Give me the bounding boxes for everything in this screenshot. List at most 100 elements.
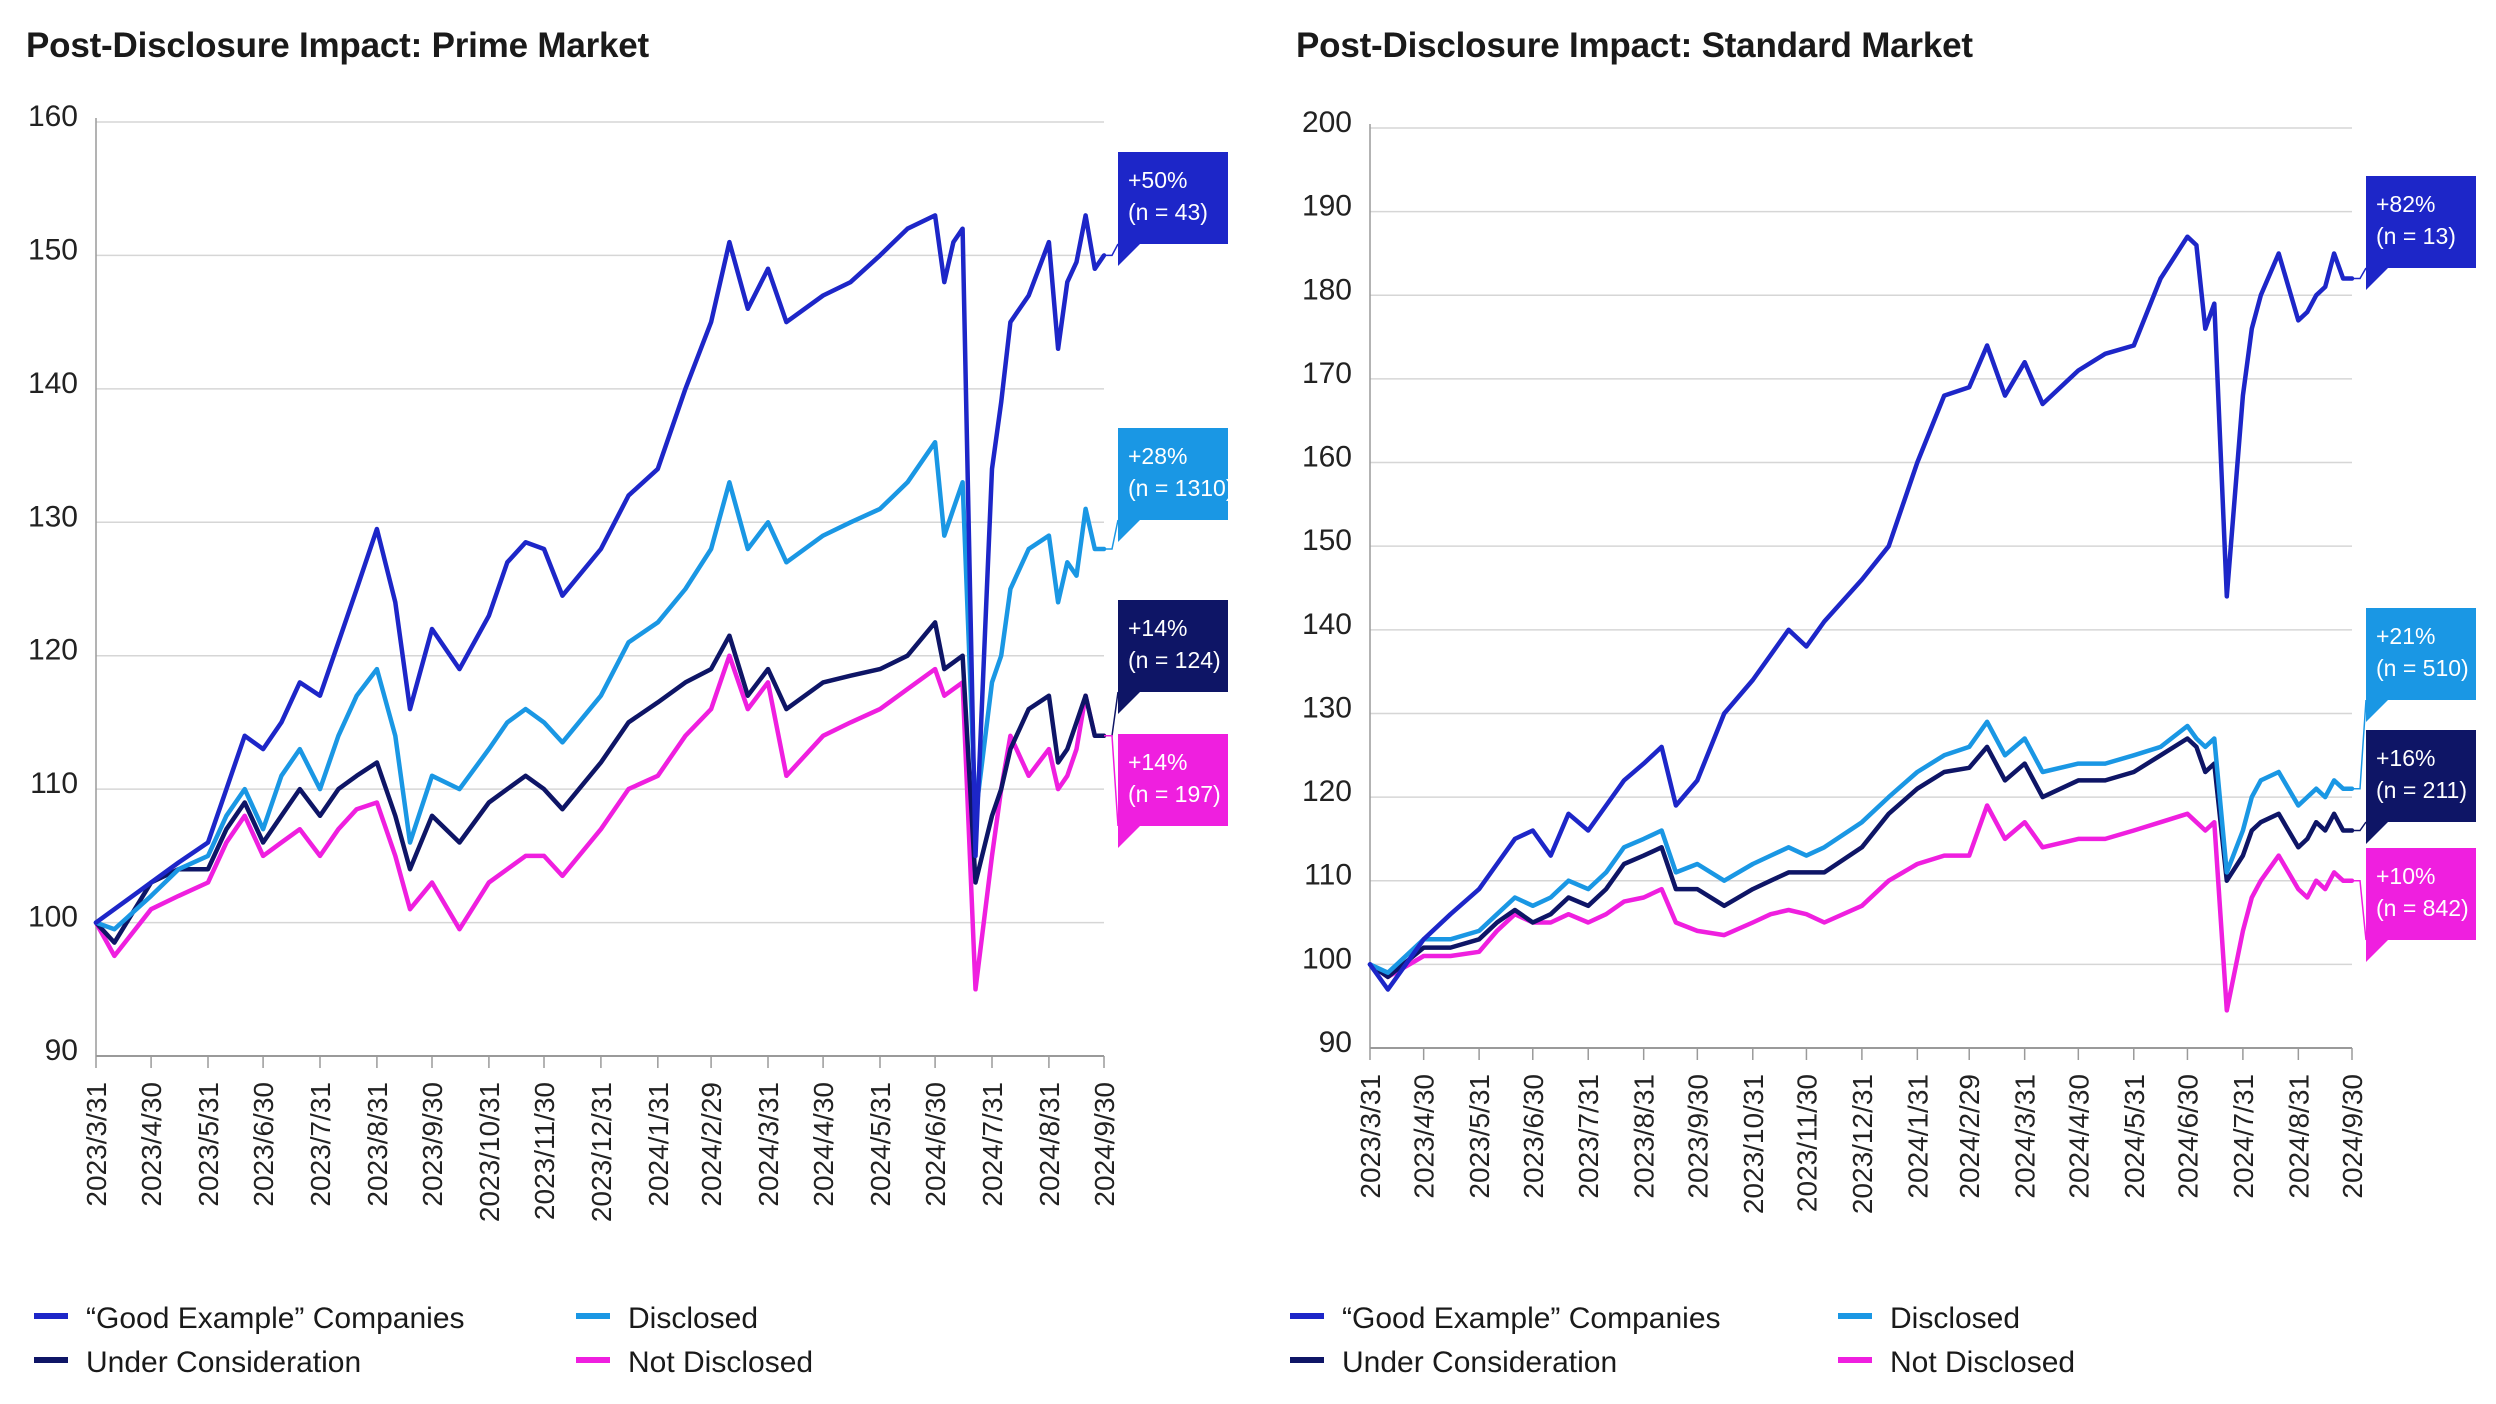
- label-leader: [2352, 267, 2367, 280]
- x-tick-label: 2023/9/30: [1682, 1074, 1713, 1199]
- y-tick-label: 130: [28, 500, 78, 533]
- prime-market-chart-panel: Post-Disclosure Impact: Prime Market 90 1…: [26, 26, 1234, 1382]
- x-tick-label: 2024/3/31: [753, 1082, 784, 1207]
- y-tick-label: 180: [1302, 273, 1352, 306]
- legend-swatch: [1838, 1313, 1872, 1320]
- series-line-not: [93, 653, 1107, 992]
- label-value: +14%: [1128, 615, 1187, 641]
- x-tick-label: 2024/8/31: [1034, 1082, 1065, 1207]
- series-end-label-good: +82% (n = 13): [2352, 176, 2476, 290]
- label-count: (n = 1310): [1128, 475, 1234, 501]
- series-line-not: [1367, 803, 2355, 1013]
- x-tick-label: 2023/11/30: [1791, 1074, 1822, 1212]
- label-box: [2366, 848, 2476, 962]
- legend-swatch: [1290, 1313, 1324, 1320]
- x-tick-label: 2023/7/31: [1573, 1074, 1604, 1199]
- series-line-good: [1367, 234, 2355, 992]
- label-box: [2366, 176, 2476, 290]
- x-tick-label: 2024/1/31: [643, 1082, 674, 1207]
- series-end-label-good: +50% (n = 43): [1104, 152, 1228, 266]
- x-tick-label: 2024/1/31: [1902, 1074, 1933, 1199]
- x-tick-label: 2023/4/30: [136, 1082, 167, 1207]
- series-end-label-disclosed: +28% (n = 1310): [1104, 428, 1234, 550]
- chart-title: Post-Disclosure Impact: Prime Market: [26, 26, 650, 65]
- label-box: [1118, 734, 1228, 848]
- y-tick-label: 200: [1302, 106, 1352, 139]
- label-value: +50%: [1128, 167, 1187, 193]
- x-tick-label: 2024/3/31: [2010, 1074, 2041, 1199]
- label-count: (n = 197): [1128, 781, 1221, 807]
- x-tick-label: 2024/9/30: [2337, 1074, 2368, 1199]
- label-value: +82%: [2376, 191, 2435, 217]
- label-leader: [1104, 243, 1119, 257]
- legend-swatch: [1290, 1357, 1324, 1364]
- y-tick-label: 110: [1304, 859, 1352, 892]
- legend-item-good-example: “Good Example” Companies: [34, 1298, 465, 1338]
- legend-swatch: [576, 1357, 610, 1364]
- legend-swatch: [1838, 1357, 1872, 1364]
- y-tick-label: 160: [28, 100, 78, 133]
- label-box: [1118, 428, 1228, 542]
- label-value: +14%: [1128, 749, 1187, 775]
- series-line-disclosed: [1367, 719, 2355, 975]
- x-tick-label: 2024/8/31: [2283, 1074, 2314, 1199]
- label-value: +28%: [1128, 443, 1187, 469]
- x-tick-label: 2024/4/30: [2063, 1074, 2094, 1199]
- x-tick-label: 2023/12/31: [1847, 1074, 1878, 1214]
- x-tick-label: 2023/3/31: [81, 1082, 112, 1207]
- x-tick-label: 2024/2/29: [696, 1082, 727, 1207]
- standard-market-chart-panel: Post-Disclosure Impact: Standard Market …: [1268, 0, 2496, 1404]
- series-line-good: [93, 213, 1107, 925]
- x-tick-label: 2023/7/31: [305, 1082, 336, 1207]
- y-tick-label: 130: [1302, 691, 1352, 724]
- series-end-label-not: +14% (n = 197): [1104, 734, 1228, 848]
- series-line-under: [1367, 736, 2355, 980]
- label-leader: [1104, 691, 1119, 737]
- label-count: (n = 124): [1128, 647, 1221, 673]
- y-tick-label: 140: [1302, 608, 1352, 641]
- y-tick-label: 120: [28, 634, 78, 667]
- y-tick-label: 110: [30, 767, 78, 800]
- label-leader: [1104, 735, 1119, 827]
- label-value: +16%: [2376, 745, 2435, 771]
- y-tick-label: 150: [28, 233, 78, 266]
- legend-label: Not Disclosed: [628, 1346, 814, 1380]
- standard-market-chart: 90 100 110 120 130 140 150 160 170 180 190 200 2023/…: [1302, 106, 2476, 1214]
- x-tick-label: 2023/5/31: [1464, 1074, 1495, 1199]
- legend-label: Not Disclosed: [1890, 1346, 2076, 1380]
- x-tick-label: 2023/9/30: [417, 1082, 448, 1207]
- y-tick-label: 90: [1319, 1026, 1352, 1059]
- label-box: [2366, 608, 2476, 722]
- label-box: [1118, 600, 1228, 714]
- x-tick-label: 2023/12/31: [586, 1082, 617, 1222]
- legend-item-not-disclosed: Not Disclosed: [1838, 1342, 2075, 1382]
- label-leader: [2352, 879, 2367, 941]
- x-tick-label: 2023/6/30: [1518, 1074, 1549, 1199]
- label-box: [2366, 730, 2476, 844]
- label-count: (n = 510): [2376, 655, 2469, 681]
- x-tick-label: 2024/5/31: [865, 1082, 896, 1207]
- label-leader: [2352, 821, 2367, 832]
- x-tick-label: 2024/5/31: [2119, 1074, 2150, 1199]
- y-tick-label: 100: [1302, 942, 1352, 975]
- legend-label: Under Consideration: [1342, 1346, 1618, 1380]
- legend-item-under-consideration: Under Consideration: [34, 1342, 361, 1382]
- y-tick-label: 160: [1302, 441, 1352, 474]
- label-value: +21%: [2376, 623, 2435, 649]
- series-end-label-under: +16% (n = 211): [2352, 730, 2476, 844]
- y-tick-label: 90: [45, 1034, 78, 1067]
- x-tick-label: 2023/10/31: [474, 1082, 505, 1222]
- label-count: (n = 211): [2376, 777, 2467, 803]
- legend-label: Under Consideration: [86, 1346, 362, 1380]
- y-tick-label: 150: [1302, 524, 1352, 557]
- x-tick-label: 2023/6/30: [248, 1082, 279, 1207]
- x-tick-label: 2023/11/30: [529, 1082, 560, 1220]
- legend-item-under-consideration: Under Consideration: [1290, 1342, 1617, 1382]
- x-tick-label: 2023/4/30: [1409, 1074, 1440, 1199]
- legend-label: Disclosed: [1890, 1302, 2021, 1336]
- series-end-label-not: +10% (n = 842): [2352, 848, 2476, 962]
- x-tick-label: 2024/9/30: [1089, 1082, 1120, 1207]
- legend-label: “Good Example” Companies: [1342, 1302, 1721, 1336]
- x-tick-label: 2023/10/31: [1738, 1074, 1769, 1214]
- legend-swatch: [34, 1357, 68, 1364]
